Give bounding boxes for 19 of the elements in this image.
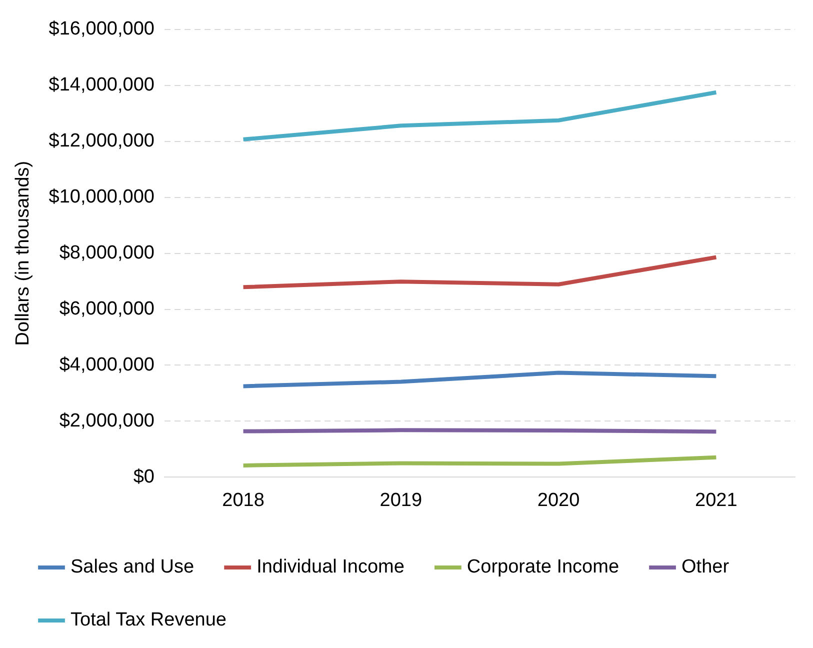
- y-tick-label: $2,000,000: [59, 410, 154, 432]
- y-tick-label: $14,000,000: [48, 74, 154, 96]
- y-tick-label: $8,000,000: [59, 242, 154, 264]
- y-tick-label: $10,000,000: [48, 186, 154, 208]
- x-tick-label: 2018: [222, 490, 264, 511]
- y-tick-label: $6,000,000: [59, 298, 154, 320]
- legend-label: Corporate Income: [466, 556, 620, 578]
- y-axis-title: Dollars (in thousands): [12, 160, 34, 346]
- legend-label: Total Tax Revenue: [70, 610, 226, 631]
- x-tick-label: 2020: [537, 490, 580, 511]
- y-tick-label: $0: [133, 466, 154, 488]
- y-tick-label: $4,000,000: [59, 354, 154, 376]
- legend-label: Other: [682, 556, 730, 578]
- x-tick-label: 2019: [380, 490, 422, 511]
- legend-label: Sales and Use: [70, 556, 194, 578]
- y-tick-label: $16,000,000: [48, 18, 154, 40]
- legend-label: Individual Income: [256, 556, 404, 578]
- x-tick-label: 2021: [695, 490, 738, 511]
- y-tick-label: $12,000,000: [48, 130, 154, 152]
